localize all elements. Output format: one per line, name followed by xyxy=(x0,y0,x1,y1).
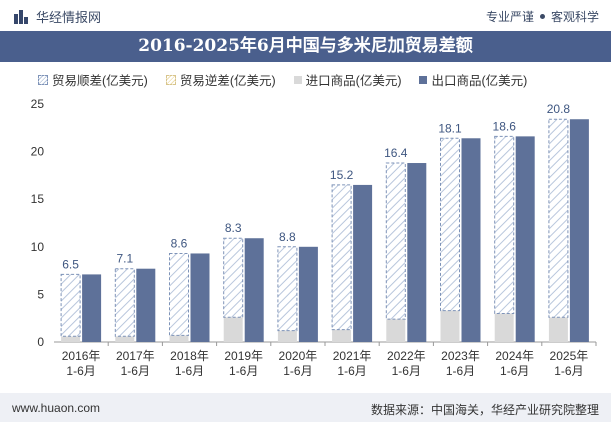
import-bar xyxy=(277,330,297,342)
export-bar xyxy=(136,268,156,342)
data-label: 8.3 xyxy=(225,221,242,235)
export-bar xyxy=(82,274,102,342)
legend-label-surplus: 贸易顺差(亿美元) xyxy=(52,74,148,88)
surplus-bar xyxy=(114,268,135,337)
legend-item-surplus: 贸易顺差(亿美元) xyxy=(38,70,148,89)
x-tick-label: 1-6月 xyxy=(554,364,583,378)
import-bar xyxy=(332,329,352,342)
export-bar xyxy=(353,184,373,342)
import-bar xyxy=(548,317,568,342)
data-label: 7.1 xyxy=(116,252,133,266)
legend-label-import: 进口商品(亿美元) xyxy=(305,74,402,88)
data-label: 20.8 xyxy=(547,102,571,116)
x-tick-label: 2017年 xyxy=(116,349,155,363)
footer-source: 数据来源：中国海关，华经产业研究院整理 xyxy=(370,403,599,417)
x-tick-label: 1-6月 xyxy=(500,364,529,378)
x-tick-label: 1-6月 xyxy=(229,364,258,378)
data-label: 8.8 xyxy=(279,230,296,244)
import-bar xyxy=(223,317,243,342)
x-tick-label: 1-6月 xyxy=(66,364,95,378)
x-tick-label: 2019年 xyxy=(224,349,263,363)
x-tick-label: 2021年 xyxy=(333,349,372,363)
surplus-bar xyxy=(223,237,244,318)
x-tick-label: 1-6月 xyxy=(446,364,475,378)
import-bar xyxy=(386,319,406,342)
legend-label-deficit: 贸易逆差(亿美元) xyxy=(179,74,276,88)
top-bar: 华经情报网 专业严谨 客观科学 xyxy=(0,0,611,30)
brand-name: 华经情报网 xyxy=(36,10,102,25)
legend-item-deficit: 贸易逆差(亿美元) xyxy=(165,70,276,89)
surplus-bar xyxy=(169,252,189,336)
legend-swatch-deficit xyxy=(165,74,176,85)
import-bar xyxy=(440,310,460,342)
import-bar xyxy=(61,336,81,342)
data-label: 6.5 xyxy=(62,257,79,271)
export-bar xyxy=(515,136,535,342)
data-label: 8.6 xyxy=(171,236,188,250)
y-tick-label: 15 xyxy=(31,192,45,206)
data-label: 18.6 xyxy=(493,119,517,133)
x-tick-label: 1-6月 xyxy=(175,364,204,378)
import-bar xyxy=(494,313,514,342)
surplus-bar xyxy=(277,246,298,332)
legend-label-export: 出口商品(亿美元) xyxy=(431,74,528,88)
export-bar xyxy=(569,119,589,343)
legend-swatch-surplus xyxy=(38,74,48,85)
slogan: 专业严谨 客观科学 xyxy=(486,8,599,25)
export-bar xyxy=(461,138,481,342)
import-bar xyxy=(169,335,189,342)
x-tick-label: 2024年 xyxy=(495,349,534,363)
x-tick-label: 1-6月 xyxy=(121,364,150,378)
logo-icon xyxy=(14,9,30,24)
x-tick-label: 2016年 xyxy=(62,349,101,363)
data-label: 18.1 xyxy=(438,121,462,135)
x-tick-label: 2018年 xyxy=(170,349,209,363)
x-tick-label: 2022年 xyxy=(387,349,426,363)
legend: 贸易顺差(亿美元) 贸易逆差(亿美元) 进口商品(亿美元) 出口商品(亿美元) xyxy=(38,70,527,89)
bar-chart: 05101520256.52016年1-6月7.12017年1-6月8.6201… xyxy=(31,97,597,378)
x-tick-label: 1-6月 xyxy=(392,364,421,378)
surplus-bar xyxy=(60,273,81,337)
brand[interactable]: 华经情报网 xyxy=(14,7,101,26)
surplus-bar xyxy=(548,118,569,318)
surplus-bar xyxy=(385,162,406,320)
slogan-tag-2: 客观科学 xyxy=(550,10,599,24)
export-bar xyxy=(407,163,427,342)
y-tick-label: 10 xyxy=(31,240,45,254)
export-bar xyxy=(298,246,318,342)
x-tick-label: 2025年 xyxy=(550,349,589,363)
y-tick-label: 20 xyxy=(31,145,45,159)
y-tick-label: 25 xyxy=(31,97,45,111)
surplus-bar xyxy=(494,135,515,314)
legend-item-export: 出口商品(亿美元) xyxy=(419,70,527,89)
x-tick-label: 1-6月 xyxy=(283,364,312,378)
data-label: 16.4 xyxy=(384,146,408,160)
import-bar xyxy=(115,336,135,342)
y-tick-label: 0 xyxy=(37,335,44,349)
export-bar xyxy=(190,253,210,342)
export-bar xyxy=(244,238,264,342)
x-tick-label: 1-6月 xyxy=(337,364,366,378)
y-tick-label: 5 xyxy=(37,287,44,301)
chart-title: 2016-2025年6月中国与多米尼加贸易差额 xyxy=(0,31,611,62)
footer-website[interactable]: www.huaon.com xyxy=(12,401,101,415)
data-label: 15.2 xyxy=(330,168,354,182)
surplus-bar xyxy=(440,137,460,312)
x-tick-label: 2023年 xyxy=(441,349,480,363)
legend-item-import: 进口商品(亿美元) xyxy=(293,70,402,89)
legend-swatch-export xyxy=(419,75,428,84)
footer: www.huaon.com 数据来源：中国海关，华经产业研究院整理 xyxy=(0,393,611,422)
dot-icon xyxy=(539,14,545,19)
slogan-tag-1: 专业严谨 xyxy=(485,10,534,24)
x-tick-label: 2020年 xyxy=(279,349,318,363)
legend-swatch-import xyxy=(293,75,302,84)
surplus-bar xyxy=(331,184,352,331)
